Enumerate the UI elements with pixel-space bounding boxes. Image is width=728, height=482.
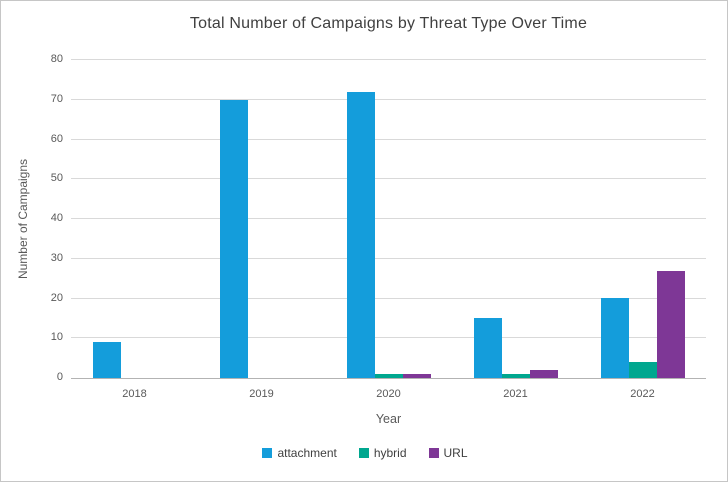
y-tick-label-40: 40 (50, 212, 63, 224)
legend: attachment hybrid URL (1, 446, 727, 460)
gridline-70 (71, 98, 706, 100)
y-tick-label-30: 30 (50, 251, 63, 264)
bar-attachment-2020 (346, 92, 375, 378)
bar-URL-2021 (529, 370, 558, 378)
gridline-60 (71, 138, 706, 140)
bar-URL-2022 (656, 271, 685, 378)
gridline-10 (71, 337, 706, 339)
x-tick-label-2020: 2020 (376, 388, 401, 400)
y-tick-label-20: 20 (50, 291, 63, 304)
x-tick-label-2019: 2019 (249, 388, 274, 400)
legend-swatch-hybrid (358, 448, 369, 458)
legend-label-url: URL (443, 446, 468, 460)
x-tick-label-2021: 2021 (503, 388, 528, 400)
y-tick-label-60: 60 (50, 132, 63, 145)
x-axis-line (71, 378, 706, 379)
x-axis-title: Year (375, 412, 402, 426)
y-tick-label-50: 50 (50, 172, 63, 185)
gridline-20 (71, 297, 706, 299)
bar-attachment-2022 (600, 298, 629, 378)
bar-hybrid-2020 (374, 374, 403, 378)
x-tick-label-2018: 2018 (122, 388, 147, 400)
bar-attachment-2019 (219, 100, 248, 378)
y-tick-label-70: 70 (50, 92, 63, 105)
y-tick-label-10: 10 (50, 331, 63, 344)
gridline-50 (71, 178, 706, 180)
legend-swatch-attachment (262, 448, 273, 458)
bar-attachment-2018 (92, 342, 121, 378)
gridline-80 (71, 59, 706, 60)
bar-URL-2020 (402, 374, 431, 378)
gridline-30 (71, 257, 706, 259)
bar-hybrid-2021 (501, 374, 530, 378)
y-tick-label-80: 80 (50, 53, 63, 65)
legend-item-attachment: attachment (262, 446, 337, 460)
legend-item-url: URL (428, 446, 468, 460)
bar-attachment-2021 (473, 318, 502, 378)
legend-label-attachment: attachment (277, 446, 337, 460)
bar-hybrid-2022 (628, 362, 657, 378)
plot-area (71, 59, 706, 379)
x-tick-label-2022: 2022 (630, 388, 655, 400)
legend-label-hybrid: hybrid (373, 446, 407, 460)
legend-item-hybrid: hybrid (358, 446, 407, 460)
y-tick-label-0: 0 (56, 371, 63, 383)
legend-swatch-url (428, 448, 439, 458)
chart-title: Total Number of Campaigns by Threat Type… (189, 15, 588, 32)
gridline-40 (71, 218, 706, 219)
